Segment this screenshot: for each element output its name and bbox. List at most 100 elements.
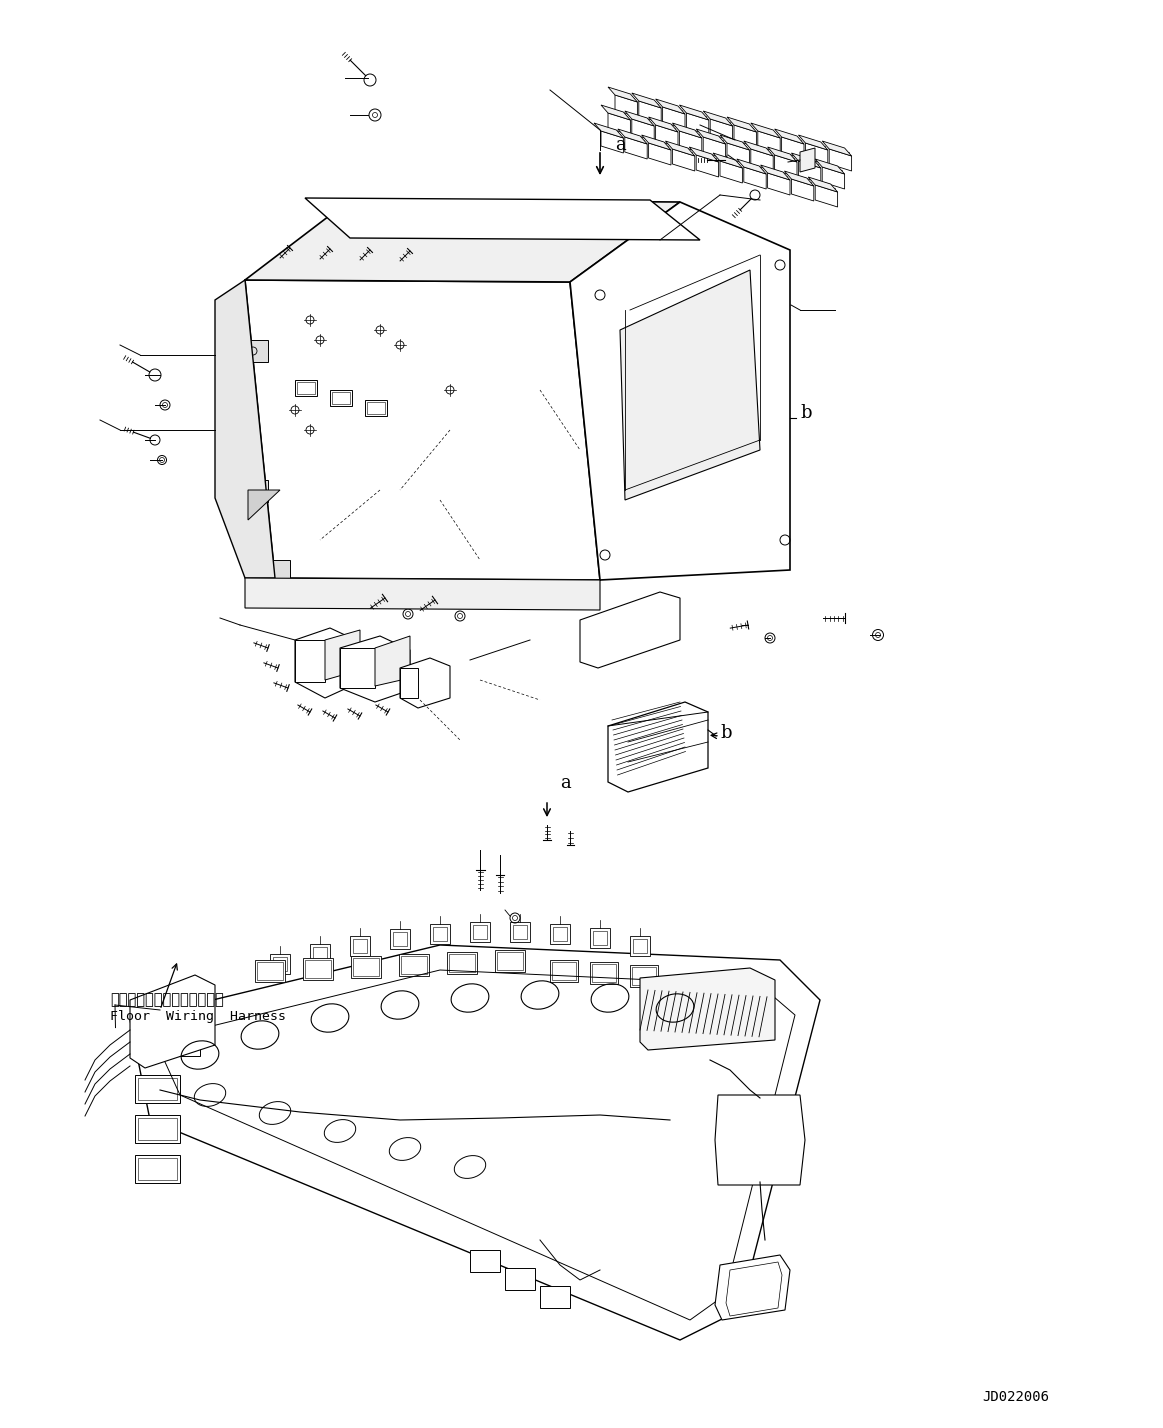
Polygon shape [615, 96, 637, 117]
Polygon shape [775, 156, 797, 177]
Polygon shape [594, 123, 623, 139]
Polygon shape [625, 137, 647, 159]
Bar [138, 1078, 177, 1100]
Bar [428, 211, 445, 230]
Bar [273, 957, 287, 971]
Polygon shape [608, 113, 630, 136]
Bar [354, 940, 368, 952]
Polygon shape [649, 117, 678, 131]
Bar [730, 146, 747, 156]
Bar [690, 116, 706, 126]
Polygon shape [822, 141, 851, 156]
Bar [495, 216, 514, 234]
Polygon shape [727, 117, 756, 131]
Bar [683, 134, 699, 143]
Bar [808, 146, 825, 156]
Bar [362, 210, 376, 224]
Bar [632, 224, 650, 241]
Polygon shape [295, 628, 361, 698]
Bar [430, 214, 444, 228]
Polygon shape [656, 99, 685, 114]
Bar [297, 383, 315, 394]
Text: b: b [800, 404, 812, 423]
Polygon shape [618, 129, 647, 144]
Bar [778, 159, 794, 167]
Bar [330, 390, 352, 406]
Bar [833, 151, 849, 161]
Bar [135, 1115, 180, 1142]
Bar [393, 932, 407, 945]
Polygon shape [800, 149, 815, 171]
Polygon shape [791, 178, 814, 201]
Polygon shape [799, 136, 828, 150]
Bar [270, 954, 290, 974]
Polygon shape [715, 1095, 805, 1185]
Bar [552, 927, 568, 941]
Bar [304, 958, 333, 980]
Bar [593, 931, 607, 945]
Bar [433, 927, 447, 941]
Polygon shape [711, 119, 733, 141]
Polygon shape [570, 201, 790, 580]
Polygon shape [340, 635, 411, 703]
Bar [592, 964, 616, 982]
Bar [634, 226, 648, 240]
Polygon shape [737, 159, 766, 174]
Bar [311, 944, 330, 964]
Polygon shape [374, 635, 411, 685]
Bar [135, 1155, 180, 1182]
Polygon shape [295, 640, 324, 683]
Bar [513, 925, 527, 940]
Polygon shape [744, 167, 766, 188]
Polygon shape [215, 280, 274, 578]
Text: JD022006: JD022006 [983, 1391, 1050, 1404]
Polygon shape [620, 270, 759, 500]
Polygon shape [751, 149, 773, 171]
Bar [135, 1075, 180, 1102]
Bar [706, 140, 722, 149]
Bar [462, 214, 480, 231]
Bar [633, 940, 647, 952]
Polygon shape [727, 143, 749, 166]
Polygon shape [829, 149, 851, 171]
Bar [135, 1008, 200, 1055]
Polygon shape [340, 648, 374, 688]
Polygon shape [638, 101, 662, 123]
Bar [138, 1158, 177, 1180]
Polygon shape [704, 111, 733, 126]
Bar [713, 121, 729, 131]
Bar [618, 99, 634, 107]
Polygon shape [400, 668, 418, 698]
Polygon shape [697, 129, 726, 144]
Polygon shape [806, 143, 828, 166]
Bar [390, 930, 411, 950]
Polygon shape [758, 131, 780, 153]
Bar [826, 170, 842, 178]
Bar [635, 121, 651, 131]
Bar [737, 129, 754, 137]
Bar [630, 965, 658, 987]
Bar [361, 208, 378, 226]
Polygon shape [697, 156, 719, 177]
Polygon shape [808, 177, 837, 191]
Polygon shape [761, 166, 790, 180]
Bar [747, 170, 763, 178]
Polygon shape [784, 171, 814, 186]
Bar [771, 176, 787, 186]
Bar [598, 221, 616, 240]
Polygon shape [632, 93, 662, 109]
Polygon shape [324, 630, 361, 680]
Text: a: a [615, 136, 626, 154]
Bar [801, 164, 818, 173]
Bar [365, 400, 387, 416]
Polygon shape [822, 167, 844, 188]
Polygon shape [744, 141, 773, 156]
Bar [473, 925, 487, 940]
Polygon shape [248, 490, 280, 520]
Bar [331, 393, 350, 404]
Bar [138, 1118, 177, 1140]
Polygon shape [799, 161, 821, 183]
Bar [604, 134, 620, 143]
Bar [240, 340, 267, 363]
Polygon shape [305, 198, 700, 240]
